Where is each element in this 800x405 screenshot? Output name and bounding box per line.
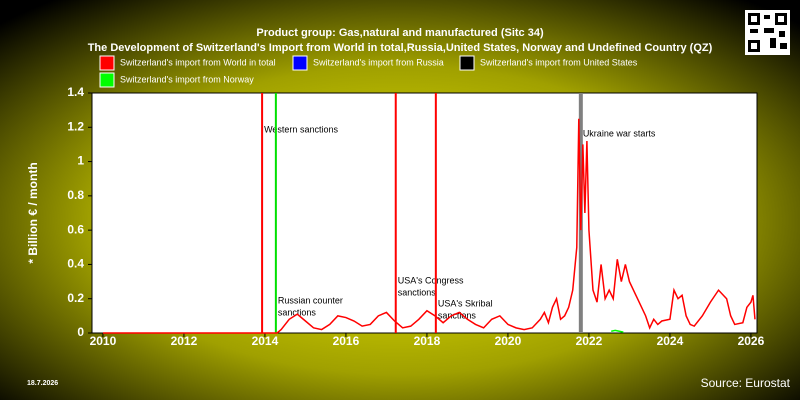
chart-title: Product group: Gas,natural and manufactu… [256,27,544,39]
y-tick-label: 1.2 [67,119,84,133]
legend-label: Switzerland's import from World in total [120,57,276,67]
x-tick-label: 2020 [495,334,522,348]
y-tick-label: 1 [77,154,84,168]
event-label: USA's Skribal [438,298,493,308]
event-label: Western sanctions [264,124,338,134]
y-tick-label: 0 [77,325,84,339]
legend-label: Switzerland's import from United States [480,57,638,67]
y-axis-label: * Billion € / month [26,162,40,263]
series-line [611,329,624,333]
event-label: USA's Congress [398,275,464,285]
chart-subtitle: The Development of Switzerland's Import … [88,42,713,54]
legend-label: Switzerland's import from Norway [120,74,254,84]
event-label: sanctions [438,310,477,320]
legend-swatch [292,55,308,71]
x-tick-label: 2014 [252,334,279,348]
plot-area [91,92,758,334]
y-tick-label: 0.2 [67,291,84,305]
qr-code [745,10,790,55]
y-tick-label: 0.4 [67,257,84,271]
y-tick-label: 1.4 [67,85,84,99]
series-line [102,118,756,334]
legend-swatch [459,55,475,71]
x-tick-label: 2024 [657,334,684,348]
x-tick-label: 2026 [738,334,765,348]
x-tick-label: 2022 [576,334,603,348]
event-label: sanctions [398,287,437,297]
x-tick-label: 2010 [90,334,117,348]
legend-label: Switzerland's import from Russia [313,57,444,67]
source: Source: Eurostat [701,376,791,390]
y-tick-label: 0.6 [67,222,84,236]
x-tick-label: 2016 [333,334,360,348]
date: 18.7.2026 [27,380,58,387]
x-tick-label: 2018 [414,334,441,348]
legend-swatch [99,55,115,71]
event-label: Russian counter [278,295,343,305]
x-tick-label: 2012 [171,334,198,348]
event-label: sanctions [278,307,317,317]
event-label: Ukraine war starts [583,128,656,138]
legend-swatch [99,72,115,88]
y-tick-label: 0.8 [67,188,84,202]
